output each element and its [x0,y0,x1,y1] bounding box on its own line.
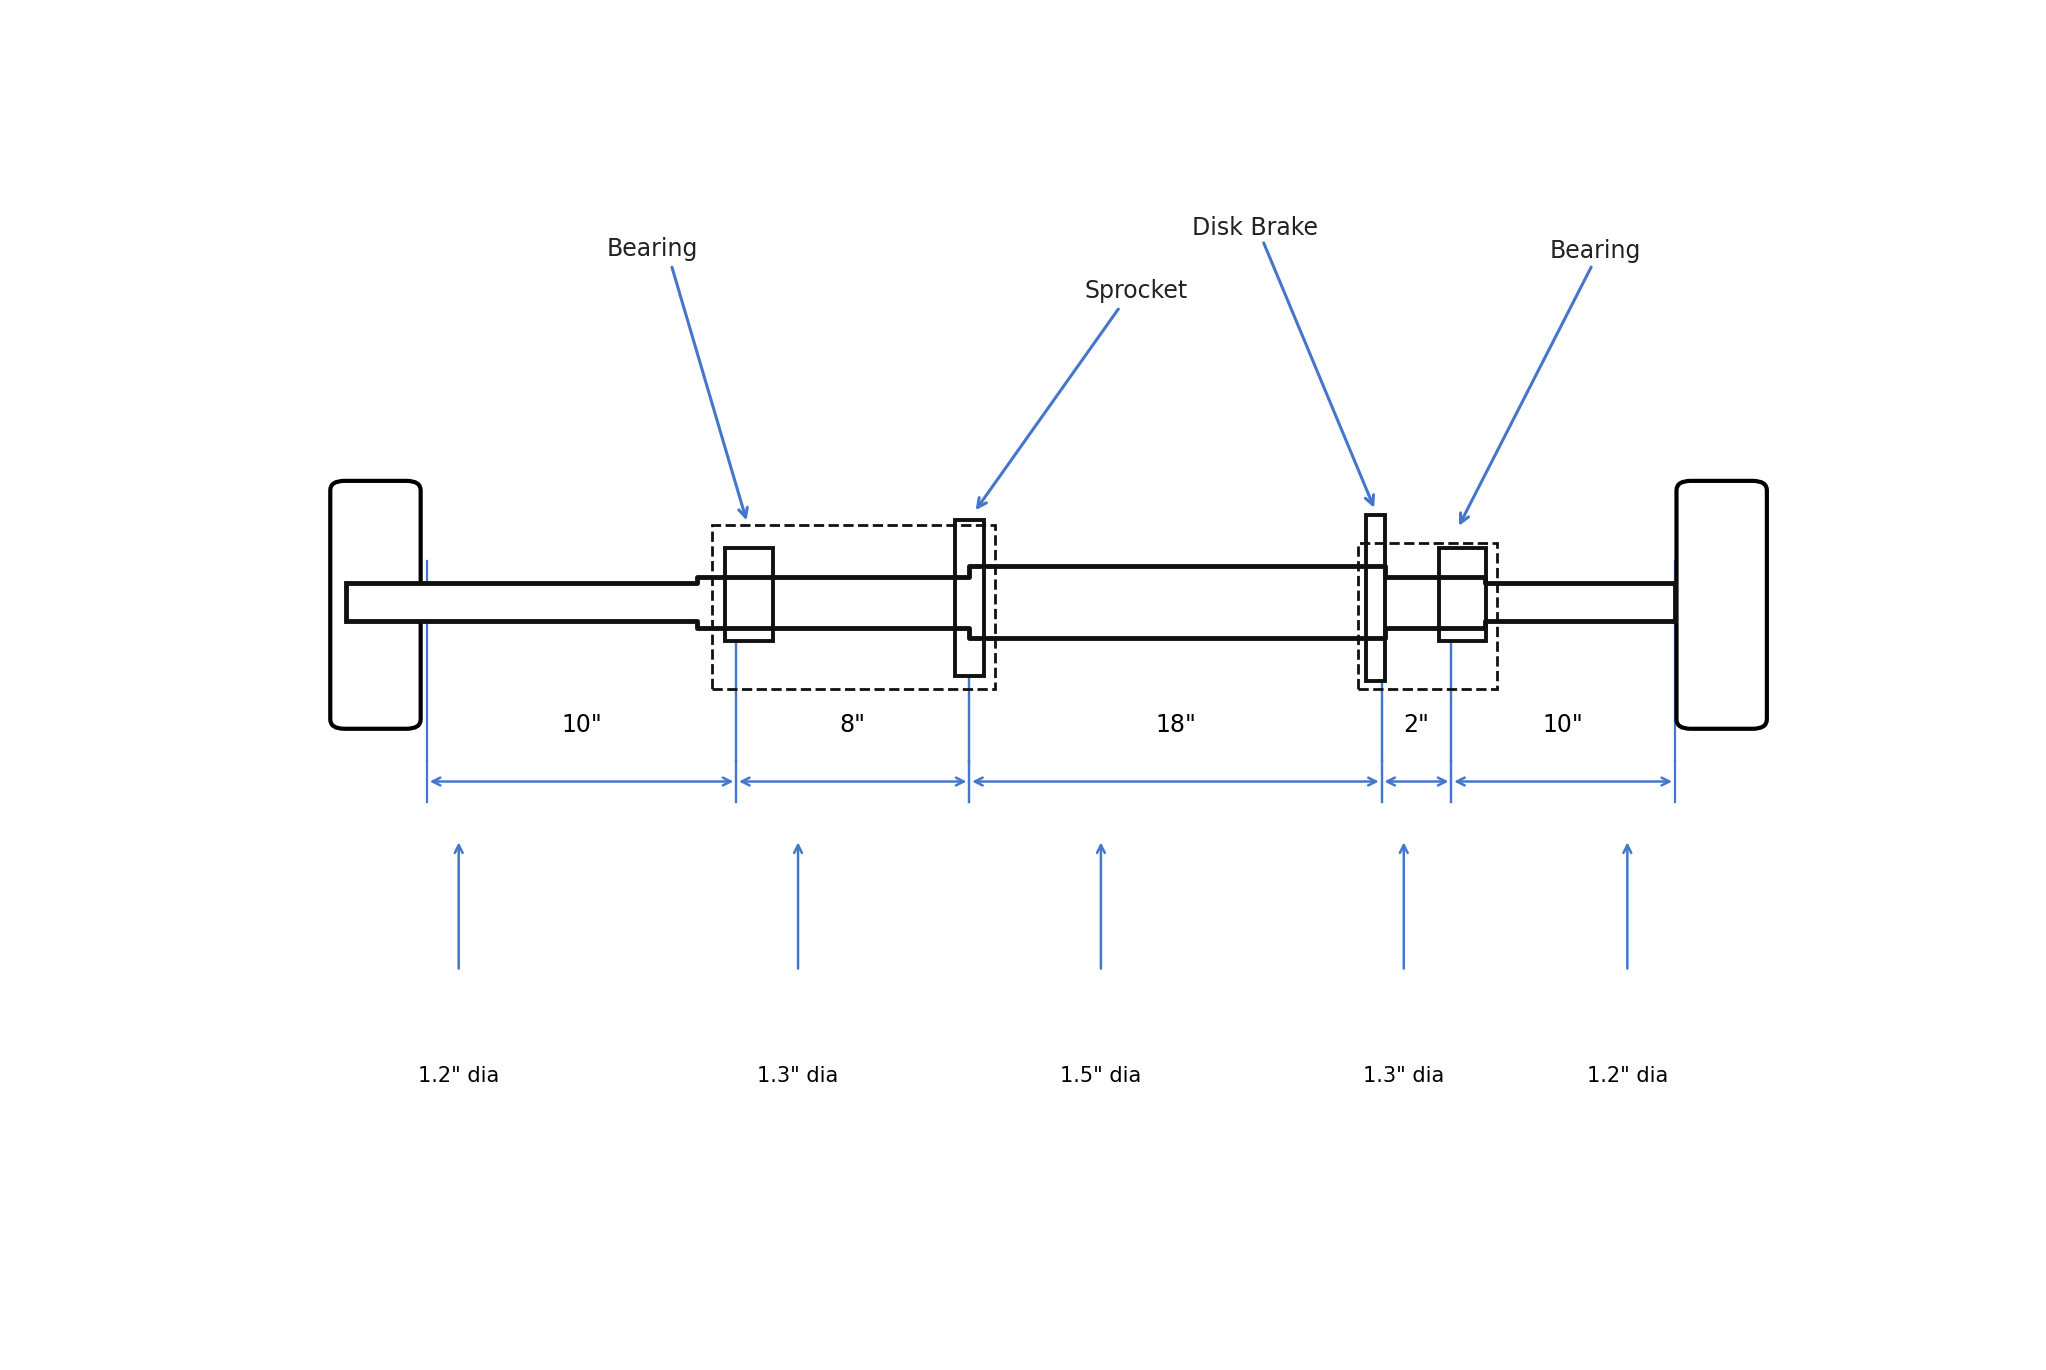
Text: 1.2" dia: 1.2" dia [417,1066,499,1086]
Bar [1438,548,1485,641]
Bar [1359,543,1498,689]
Text: 10": 10" [561,714,602,737]
Text: 8": 8" [839,714,865,737]
Text: 2": 2" [1404,714,1430,737]
Bar [955,519,984,675]
Text: Bearing: Bearing [1551,238,1641,263]
FancyBboxPatch shape [1676,481,1768,729]
Bar [712,525,994,689]
Text: Bearing: Bearing [606,237,698,260]
Text: 10": 10" [1543,714,1584,737]
Text: 1.3" dia: 1.3" dia [757,1066,839,1086]
Text: 1.3" dia: 1.3" dia [1363,1066,1444,1086]
Bar [724,548,773,641]
Text: 18": 18" [1156,714,1195,737]
Text: 1.5" dia: 1.5" dia [1060,1066,1142,1086]
FancyBboxPatch shape [329,481,421,729]
Text: 1.2" dia: 1.2" dia [1588,1066,1667,1086]
Bar [1367,515,1385,681]
Text: Disk Brake: Disk Brake [1191,215,1318,240]
Text: Sprocket: Sprocket [1084,279,1187,303]
